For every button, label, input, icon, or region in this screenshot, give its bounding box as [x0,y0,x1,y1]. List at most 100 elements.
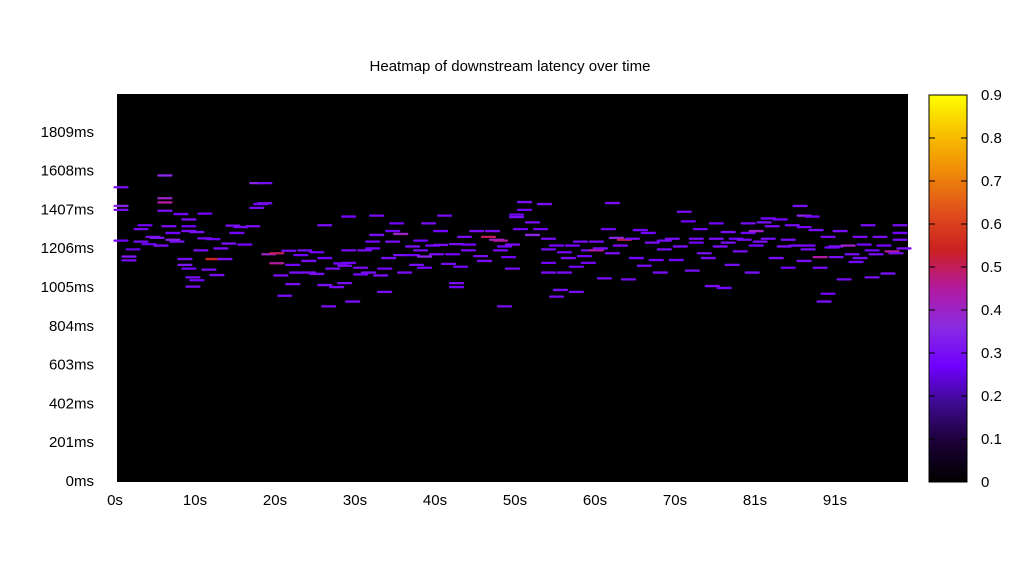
heatmap-cell [245,225,261,228]
colorbar-axis: 0 0.1 0.2 0.3 0.4 0.5 0.6 0.7 0.8 0.9 [929,87,1002,491]
heatmap-cell [257,202,273,205]
heatmap-cell [500,256,517,259]
heatmap-cell [365,247,381,250]
heatmap-cell [169,240,185,243]
heatmap-cell [157,209,173,212]
heatmap-cell [832,229,848,233]
heatmap-cell [309,272,325,276]
heatmap-cell [133,228,149,231]
heatmap-cell [137,224,153,227]
heatmap-cell [712,245,728,248]
heatmap-cell [732,250,748,253]
heatmap-cell [744,271,760,274]
heatmap-cell [233,226,249,229]
heatmap-cell [848,260,864,264]
heatmap-cell [345,300,361,303]
heatmap-cell [205,257,221,261]
heatmap-cell [516,208,533,211]
heatmap-cell [524,233,541,237]
heatmap-cell [293,254,309,257]
heatmap-cell [257,182,273,185]
heatmap-cell [449,282,465,285]
heatmap-cell [704,284,720,288]
colorbar-tick-label: 0.5 [981,259,1002,276]
heatmap-cell [297,249,313,252]
heatmap-cell [572,240,588,243]
heatmap-cell [453,265,469,268]
heatmap-cell [433,243,449,247]
y-tick-label: 402ms [49,395,94,412]
x-tick-label: 20s [263,492,287,509]
heatmap-cell [800,248,816,251]
heatmap-cell [792,204,808,208]
heatmap-cell [708,237,724,240]
heatmap-cell [181,267,197,270]
y-tick-label: 1809ms [41,124,94,141]
colorbar-tick-label: 0.7 [981,173,1002,190]
heatmap-cell [441,262,457,265]
heatmap-cell [504,267,521,270]
heatmap-cell [564,244,580,247]
heatmap-cell [472,255,489,258]
heatmap-cell [576,255,592,258]
heatmap-cell [381,256,397,260]
x-tick-label: 0s [107,492,123,509]
heatmap-cell [556,251,572,254]
heatmap-cell [413,239,429,242]
heatmap-cell [341,215,357,218]
heatmap-cell [648,258,664,262]
heatmap-cell [357,249,373,252]
heatmap-cell [405,254,421,257]
heatmap-cell [568,290,584,293]
x-tick-label: 50s [503,492,527,509]
heatmap-cell [397,271,413,274]
heatmap-cell [229,231,245,235]
heatmap-cell [776,245,792,248]
heatmap-cell [213,247,229,250]
heatmap-cell [301,259,317,263]
heatmap-cell [321,305,337,308]
heatmap-cell [600,228,616,231]
heatmap-cells [113,174,912,308]
heatmap-cell [668,258,684,262]
heatmap-cell [680,220,696,223]
heatmap-cell [828,256,844,259]
y-tick-label: 804ms [49,318,94,335]
heatmap-cell [157,197,173,200]
heatmap-cell [289,271,305,274]
heatmap-cell [756,221,772,224]
heatmap-cell [209,273,225,277]
x-tick-label: 70s [663,492,687,509]
heatmap-cell [796,259,812,263]
heatmap-cell [800,244,816,247]
heatmap-cell [393,232,409,236]
heatmap-cell [652,271,668,274]
heatmap-cell [285,263,301,266]
heatmap-cell [317,283,333,287]
heatmap-cell [804,215,820,218]
heatmap-cell [892,238,908,241]
heatmap-cell [892,224,908,227]
heatmap-cell [449,285,465,289]
heatmap-cell [185,285,201,288]
heatmap-cell [393,254,409,257]
heatmap-cell [269,252,285,255]
x-tick-label: 60s [583,492,607,509]
heatmap-cell [860,224,876,227]
heatmap-cell [872,235,888,238]
heatmap-cell [113,239,129,242]
heatmap-cell [461,243,477,246]
colorbar-tick-label: 0.1 [981,431,1002,448]
heatmap-cell [205,238,221,241]
heatmap-cell [185,276,201,279]
heatmap-cell [121,259,137,262]
heatmap-cell [540,271,557,274]
heatmap-cell [548,244,565,247]
heatmap-cell [740,222,756,225]
heatmap-cell [884,250,900,253]
heatmap-cell [720,230,736,234]
heatmap-cell [740,231,756,235]
heatmap-cell [592,247,608,250]
heatmap-cell [764,225,780,228]
heatmap-cell [888,252,904,255]
